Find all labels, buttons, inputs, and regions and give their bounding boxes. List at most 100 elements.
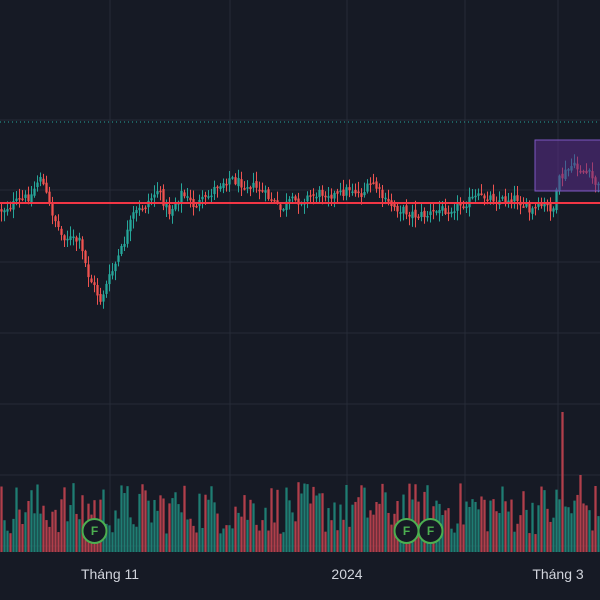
candle-body-110 <box>330 194 333 199</box>
candle-body-0 <box>0 209 3 212</box>
volume-bar-185 <box>555 489 558 552</box>
event-flag-circle-0[interactable] <box>81 518 108 544</box>
candle-body-34 <box>102 294 105 302</box>
volume-bar-18 <box>54 509 57 552</box>
candle-body-20 <box>60 228 63 235</box>
volume-bar-99 <box>297 482 300 552</box>
candle-body-52 <box>156 191 159 195</box>
volume-bar-96 <box>288 500 291 552</box>
volume-bar-37 <box>111 532 114 552</box>
volume-bar-54 <box>162 498 165 552</box>
volume-bar-57 <box>171 498 174 552</box>
volume-bar-21 <box>63 487 66 552</box>
candle-body-11 <box>33 188 36 196</box>
volume-bar-46 <box>138 493 141 552</box>
event-flag-1[interactable]: F <box>393 518 420 544</box>
volume-bar-102 <box>306 484 309 552</box>
volume-bar-95 <box>285 487 288 552</box>
candle-body-67 <box>201 196 204 200</box>
volume-bar-94 <box>282 532 285 552</box>
volume-bar-100 <box>300 493 303 552</box>
candle-body-24 <box>72 236 75 239</box>
volume-bar-15 <box>45 520 48 552</box>
volume-bar-5 <box>15 487 18 552</box>
volume-bar-188 <box>564 506 567 552</box>
volume-bar-179 <box>537 505 540 552</box>
volume-bar-171 <box>513 531 516 552</box>
candle-body-9 <box>27 194 30 202</box>
candle-body-132 <box>396 205 399 212</box>
candle-body-21 <box>63 235 66 241</box>
candle-body-147 <box>441 206 444 211</box>
volume-bar-180 <box>540 486 543 552</box>
volume-bar-126 <box>378 503 381 552</box>
candle-body-125 <box>375 181 378 189</box>
candle-body-128 <box>384 197 387 200</box>
candle-body-45 <box>135 210 138 214</box>
candle-body-32 <box>96 284 99 296</box>
volume-bar-122 <box>366 517 369 552</box>
candle-body-83 <box>249 187 252 190</box>
candle-body-56 <box>168 205 171 215</box>
candle-body-78 <box>234 177 237 185</box>
candle-body-65 <box>195 205 198 208</box>
candle-body-4 <box>12 201 15 210</box>
candle-body-126 <box>378 187 381 189</box>
candle-body-6 <box>18 198 21 200</box>
candle-body-161 <box>483 195 486 199</box>
volume-bar-159 <box>477 509 480 552</box>
volume-bar-65 <box>195 532 198 552</box>
volume-bar-155 <box>465 501 468 552</box>
candle-body-179 <box>537 202 540 207</box>
volume-bar-156 <box>468 506 471 552</box>
event-flag-0[interactable]: F <box>81 518 108 544</box>
volume-bar-164 <box>492 499 495 552</box>
volume-bar-14 <box>42 505 45 552</box>
highlight-rectangle[interactable] <box>534 139 600 192</box>
volume-bar-77 <box>231 528 234 552</box>
candle-body-118 <box>354 189 357 194</box>
candle-body-5 <box>15 198 18 201</box>
volume-bar-108 <box>324 531 327 552</box>
candle-body-72 <box>216 186 219 189</box>
candle-body-19 <box>57 221 60 227</box>
candle-body-53 <box>159 190 162 193</box>
volume-bar-197 <box>591 530 594 552</box>
event-flag-2[interactable]: F <box>417 518 444 544</box>
volume-bar-138 <box>414 484 417 552</box>
volume-bar-78 <box>234 506 237 552</box>
volume-bar-36 <box>108 525 111 552</box>
event-flag-circle-2[interactable] <box>417 518 444 544</box>
candle-body-79 <box>237 178 240 187</box>
volume-bar-35 <box>105 523 108 552</box>
volume-bar-1 <box>3 520 6 552</box>
volume-bar-56 <box>168 503 171 552</box>
candle-body-40 <box>120 245 123 254</box>
candle-body-85 <box>255 181 258 188</box>
candle-body-48 <box>144 207 147 210</box>
candle-body-33 <box>99 293 102 302</box>
volume-bar-63 <box>189 518 192 552</box>
volume-bar-111 <box>333 502 336 552</box>
volume-bar-11 <box>33 513 36 552</box>
candle-body-185 <box>555 189 558 211</box>
candle-body-70 <box>210 195 213 198</box>
volume-bar-190 <box>570 513 573 552</box>
volume-bar-64 <box>192 525 195 552</box>
candle-body-141 <box>423 210 426 218</box>
candle-body-108 <box>324 195 327 198</box>
volume-bar-69 <box>207 499 210 552</box>
candle-body-174 <box>522 206 525 208</box>
candle-body-75 <box>225 183 228 186</box>
candle-body-3 <box>9 207 12 210</box>
volume-bar-115 <box>345 484 348 552</box>
candle-body-62 <box>186 196 189 198</box>
volume-bar-151 <box>453 532 456 552</box>
volume-bar-76 <box>228 525 231 552</box>
candle-body-149 <box>447 212 450 214</box>
candle-body-29 <box>87 264 90 278</box>
volume-bar-6 <box>18 509 21 552</box>
